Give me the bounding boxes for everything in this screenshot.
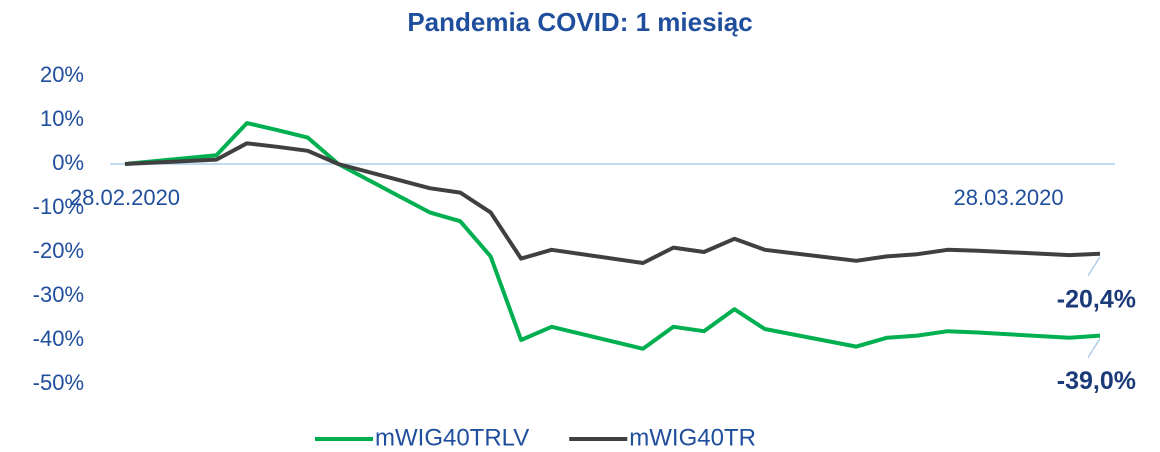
value-label: -39,0%: [1057, 367, 1136, 395]
series-line: [124, 141, 1101, 265]
leader-line: [1087, 338, 1101, 358]
leader-line: [1087, 256, 1101, 277]
x-tick-label: 28.03.2020: [954, 185, 1064, 210]
series-line: [124, 121, 1101, 351]
value-label: -20,4%: [1057, 285, 1136, 313]
y-tick-label: 0%: [52, 150, 84, 175]
y-tick-label: -10%: [33, 194, 84, 219]
x-tick-label: 28.02.2020: [70, 185, 180, 210]
legend-label: mWIG40TR: [629, 424, 756, 451]
legend-label: mWIG40TRLV: [375, 424, 529, 451]
y-tick-label: 20%: [40, 62, 84, 87]
y-tick-label: 10%: [40, 106, 84, 131]
chart-title: Pandemia COVID: 1 miesiąc: [407, 7, 752, 37]
y-tick-label: -40%: [33, 326, 84, 351]
y-tick-label: -20%: [33, 238, 84, 263]
y-tick-label: -30%: [33, 282, 84, 307]
y-tick-label: -50%: [33, 370, 84, 395]
